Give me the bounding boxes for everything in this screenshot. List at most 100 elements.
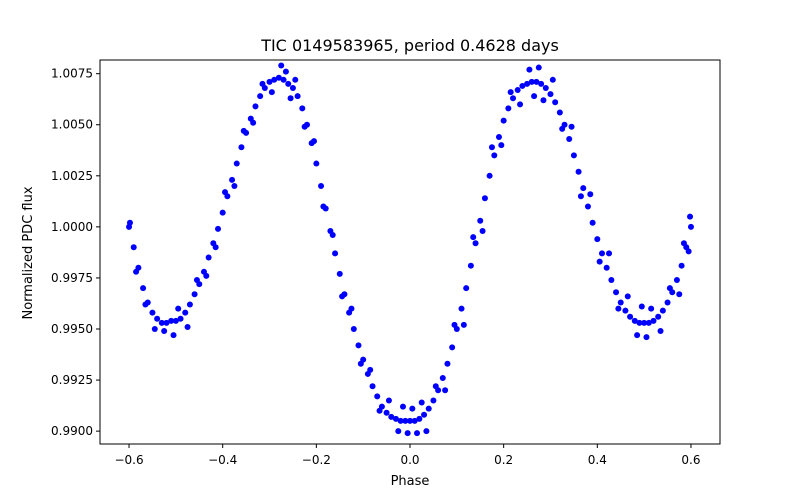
- data-point: [608, 276, 615, 283]
- data-point: [613, 289, 620, 296]
- data-point: [231, 183, 238, 190]
- data-point: [212, 244, 219, 251]
- data-point: [294, 93, 301, 100]
- data-point: [425, 405, 432, 412]
- data-point: [219, 209, 226, 216]
- data-point: [552, 99, 559, 106]
- y-tick-label: 1.0050: [51, 118, 93, 132]
- data-point: [538, 80, 545, 87]
- data-point: [399, 403, 406, 410]
- y-axis-ticks: 0.9900 0.9925 0.9950 0.9975 1.0000 1.0025 1.00…: [51, 67, 100, 438]
- data-point: [617, 299, 624, 306]
- data-point: [498, 142, 505, 149]
- data-point: [566, 136, 573, 143]
- y-tick-label: 1.0025: [51, 169, 93, 183]
- data-point: [477, 217, 484, 224]
- data-point: [627, 313, 634, 320]
- data-point: [587, 191, 594, 198]
- data-point: [517, 101, 524, 108]
- data-point: [170, 332, 177, 339]
- data-point: [624, 293, 631, 300]
- data-point: [355, 342, 362, 349]
- data-point: [421, 411, 428, 418]
- x-axis-ticks: −0.6 −0.4 −0.2 0.0 0.2 0.4 0.6: [114, 444, 701, 467]
- data-point: [486, 172, 493, 179]
- data-point: [634, 332, 641, 339]
- data-point: [577, 193, 584, 200]
- data-point: [388, 413, 395, 420]
- data-point: [397, 417, 404, 424]
- data-point: [547, 91, 554, 98]
- data-point: [463, 285, 470, 292]
- data-point: [411, 417, 418, 424]
- data-point: [133, 268, 140, 275]
- data-point: [289, 84, 296, 91]
- data-point: [240, 127, 247, 134]
- data-point: [126, 219, 133, 226]
- data-point: [657, 328, 664, 335]
- y-tick-label: 0.9925: [51, 373, 93, 387]
- data-point: [374, 393, 381, 400]
- data-point: [514, 87, 521, 94]
- data-point: [510, 95, 517, 102]
- data-point: [154, 315, 161, 322]
- data-point: [215, 225, 222, 232]
- data-point: [318, 183, 325, 190]
- data-point: [278, 62, 285, 69]
- data-point: [641, 319, 648, 326]
- data-point: [603, 264, 610, 271]
- data-point: [161, 328, 168, 335]
- data-point: [172, 317, 179, 324]
- data-point: [238, 144, 245, 151]
- data-point: [491, 152, 498, 159]
- data-point: [266, 78, 273, 85]
- data-point: [650, 317, 657, 324]
- data-point: [472, 240, 479, 247]
- data-point: [584, 203, 591, 210]
- data-point: [524, 80, 531, 87]
- y-tick-label: 0.9975: [51, 271, 93, 285]
- y-tick-label: 0.9950: [51, 322, 93, 336]
- data-point: [439, 375, 446, 382]
- y-axis-label: Normalized PDC flux: [21, 186, 36, 319]
- x-axis-label: Phase: [391, 474, 430, 489]
- data-point: [402, 417, 409, 424]
- data-point: [233, 160, 240, 167]
- x-tick-label: 0.0: [400, 453, 419, 467]
- data-point: [432, 383, 439, 390]
- data-point: [622, 307, 629, 314]
- data-point: [479, 227, 486, 234]
- data-point: [423, 428, 430, 435]
- data-point: [442, 387, 449, 394]
- data-point: [275, 74, 282, 81]
- data-point: [589, 219, 596, 226]
- data-point: [676, 291, 683, 298]
- data-point: [416, 415, 423, 422]
- data-point: [606, 250, 613, 257]
- data-point: [488, 144, 495, 151]
- x-tick-label: 0.6: [681, 453, 700, 467]
- data-point: [414, 430, 421, 437]
- data-point: [470, 234, 477, 241]
- data-point: [177, 315, 184, 322]
- data-point: [687, 223, 694, 230]
- data-point: [369, 383, 376, 390]
- data-point: [526, 66, 533, 73]
- data-point: [252, 103, 259, 110]
- data-point: [519, 82, 526, 89]
- data-point: [598, 250, 605, 257]
- data-point: [142, 301, 149, 308]
- data-point: [268, 89, 275, 96]
- data-point: [575, 168, 582, 175]
- data-point: [222, 189, 229, 196]
- data-point: [193, 276, 200, 283]
- data-point: [451, 321, 458, 328]
- data-point: [680, 240, 687, 247]
- data-point: [643, 334, 650, 341]
- data-point: [191, 291, 198, 298]
- data-point: [168, 317, 175, 324]
- y-tick-label: 1.0000: [51, 220, 93, 234]
- data-point: [570, 152, 577, 159]
- data-point: [645, 319, 652, 326]
